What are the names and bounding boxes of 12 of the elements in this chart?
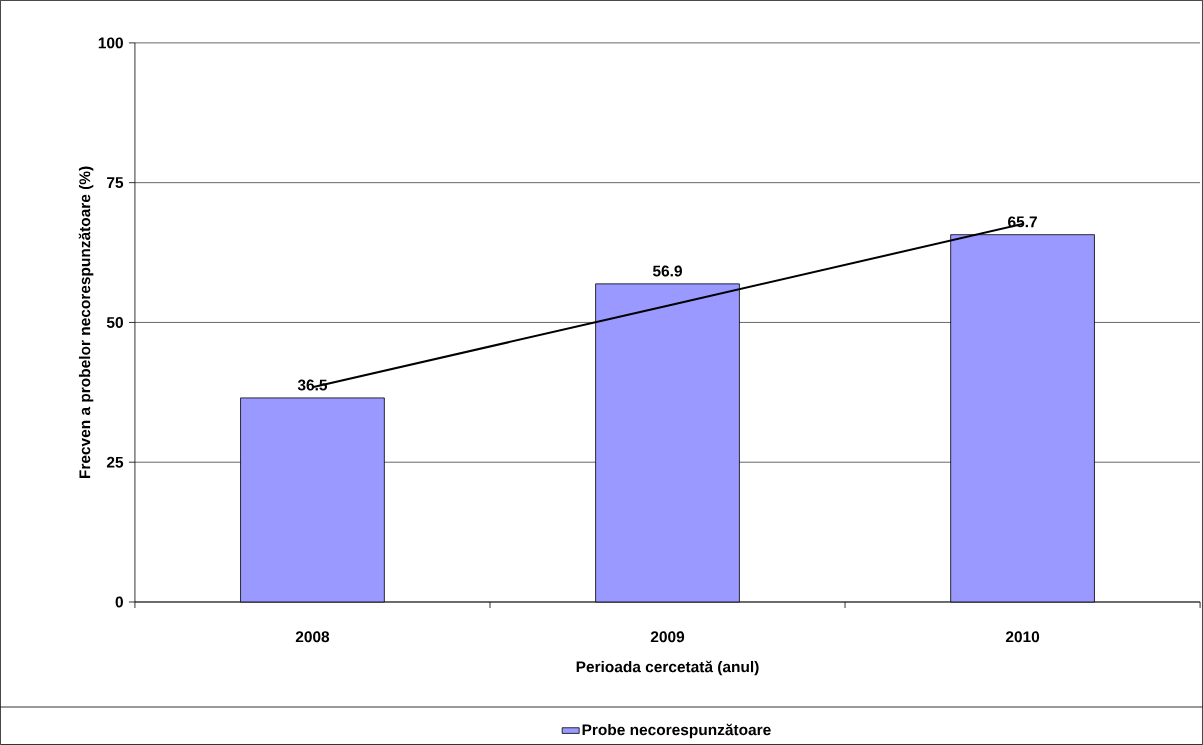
y-tick-label: 100: [98, 37, 123, 49]
x-tick-label: 2009: [650, 631, 685, 643]
y-tick-label: 0: [115, 596, 123, 608]
x-tick-label: 2008: [295, 631, 330, 643]
y-tick-label: 25: [106, 456, 124, 468]
y-axis-title: Frecven a probelor necorespunzătoare (%): [78, 166, 94, 479]
x-axis-title: Perioada cercetată (anul): [576, 660, 759, 676]
legend-label: Probe necorespunzătoare: [582, 723, 771, 739]
y-tick-label: 75: [107, 177, 124, 189]
x-tick-label: 2010: [1005, 631, 1040, 643]
data-label: 56.9: [652, 265, 682, 277]
y-tick-label: 50: [106, 317, 123, 328]
